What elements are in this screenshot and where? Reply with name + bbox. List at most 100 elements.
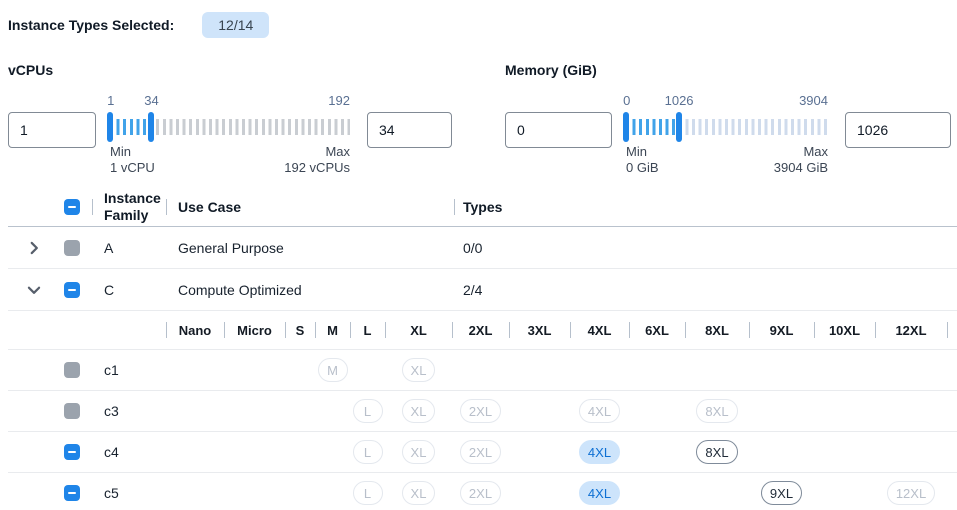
types-count: 2/4: [463, 281, 483, 298]
memory-max-caption: Max: [803, 144, 828, 159]
size-pill-c5-xl: XL: [401, 481, 436, 505]
vcpus-scale-labels: 1 34 192: [107, 92, 350, 112]
family-row-C: C Compute Optimized 2/4: [8, 269, 957, 311]
size-column-header-m: M: [315, 311, 350, 349]
size-column-header-3xl: 3XL: [509, 311, 570, 349]
memory-slider-handle-max[interactable]: [676, 112, 683, 142]
size-column-header-4xl: 4XL: [570, 311, 629, 349]
memory-min-input[interactable]: [505, 112, 612, 148]
instance-family-table: Instance Family Use Case Types A General …: [8, 188, 957, 510]
size-pill-c3-4xl: 4XL: [578, 399, 621, 423]
chevron-down-icon[interactable]: [25, 281, 43, 299]
use-case-value: General Purpose: [178, 239, 284, 256]
vcpus-scale-selected-label: 34: [144, 93, 159, 108]
size-pill-c4-4xl[interactable]: 4XL: [578, 440, 621, 464]
memory-min-caption: Min: [626, 144, 647, 159]
vcpus-max-caption-value: 192 vCPUs: [284, 160, 350, 175]
vcpus-minmax-captions: Min 1 vCPU Max 192 vCPUs: [110, 144, 350, 176]
column-header-types: Types: [454, 199, 957, 216]
memory-slider-track[interactable]: [623, 112, 828, 142]
vcpus-min-caption: Min: [110, 144, 131, 159]
size-pill-c1-xl: XL: [401, 358, 436, 382]
instance-type-name: c5: [104, 485, 119, 501]
size-pill-c3-8xl: 8XL: [696, 399, 738, 423]
indeterminate-minus-icon: [68, 451, 76, 453]
memory-selected-range-ticks: [626, 119, 680, 135]
size-column-header-8xl: 8XL: [685, 311, 749, 349]
instance-row-c3: c3 L XL 2XL 4XL 8XL: [8, 391, 957, 432]
size-column-header-xl: XL: [385, 311, 452, 349]
memory-max-caption-value: 3904 GiB: [773, 160, 828, 175]
size-pill-c4-xl: XL: [401, 440, 436, 464]
family-name: C: [104, 281, 115, 298]
vcpus-filter-title: vCPUs: [8, 62, 54, 78]
memory-filter-group: Memory (GiB) 0 1026 3904: [505, 62, 951, 176]
memory-minmax-captions: Min 0 GiB Max 3904 GiB: [626, 144, 828, 176]
vcpus-min-caption-value: 1 vCPU: [110, 160, 155, 175]
size-pill-c4-2xl: 2XL: [459, 440, 502, 464]
family-name: A: [104, 239, 114, 256]
size-column-header-micro: Micro: [224, 311, 285, 349]
memory-slider[interactable]: 0 1026 3904 Min 0 GiB: [623, 92, 828, 176]
instance-c3-checkbox: [64, 403, 80, 419]
vcpus-selected-range-ticks: [110, 119, 152, 135]
size-pill-c3-2xl: 2XL: [459, 399, 502, 423]
instance-c5-checkbox[interactable]: [64, 485, 80, 501]
instance-row-c4: c4 L XL 2XL 4XL 8XL: [8, 432, 957, 473]
types-count: 0/0: [463, 239, 483, 256]
memory-max-input[interactable]: [845, 112, 951, 148]
indeterminate-minus-icon: [68, 492, 76, 494]
indeterminate-minus-icon: [68, 206, 76, 208]
selection-summary: Instance Types Selected: 12/14: [8, 10, 957, 40]
memory-min-caption-value: 0 GiB: [626, 160, 659, 175]
size-pill-c4-8xl[interactable]: 8XL: [696, 440, 738, 464]
size-pill-c5-12xl: 12XL: [886, 481, 936, 505]
selection-count-badge: 12/14: [202, 12, 270, 38]
indeterminate-minus-icon: [68, 288, 76, 291]
use-case-value: Compute Optimized: [178, 281, 302, 298]
vcpus-slider-handle-min[interactable]: [107, 112, 113, 142]
memory-slider-handle-min[interactable]: [623, 112, 629, 142]
size-pill-c5-9xl[interactable]: 9XL: [760, 481, 803, 505]
size-pill-c5-4xl[interactable]: 4XL: [578, 481, 621, 505]
size-pill-c5-l: L: [352, 481, 383, 505]
chevron-right-icon[interactable]: [25, 239, 43, 257]
instance-row-c5: c5 L XL 2XL 4XL 9XL 12XL: [8, 473, 957, 510]
memory-scale-min-label: 0: [623, 93, 631, 108]
memory-scale-max-label: 3904: [799, 93, 828, 108]
select-all-checkbox[interactable]: [64, 199, 80, 215]
size-pill-c3-l: L: [352, 399, 383, 423]
instance-type-name: c1: [104, 362, 119, 378]
vcpus-slider-track[interactable]: [107, 112, 350, 142]
selection-summary-label: Instance Types Selected:: [8, 17, 175, 33]
size-pill-c1-m: M: [317, 358, 348, 382]
memory-filter-title: Memory (GiB): [505, 62, 597, 78]
instance-c4-checkbox[interactable]: [64, 444, 80, 460]
column-header-instance-family: Instance Family: [92, 190, 166, 224]
size-column-header-nano: Nano: [166, 311, 224, 349]
table-body: A General Purpose 0/0 C Compute Optimized 2/4…: [8, 227, 957, 510]
vcpus-slider-handle-max[interactable]: [148, 112, 155, 142]
filters-section: vCPUs 1 34 192: [8, 62, 957, 176]
vcpus-max-input[interactable]: [367, 112, 452, 148]
vcpus-track-ticks: [110, 119, 350, 135]
size-column-header-9xl: 9XL: [749, 311, 814, 349]
instance-type-name: c4: [104, 444, 119, 460]
size-pill-c3-xl: XL: [401, 399, 436, 423]
vcpus-slider[interactable]: 1 34 192 Min 1 vCPU: [107, 92, 350, 176]
memory-scale-labels: 0 1026 3904: [623, 92, 828, 112]
vcpus-max-caption: Max: [325, 144, 350, 159]
table-header-row: Instance Family Use Case Types: [8, 188, 957, 227]
column-header-use-case: Use Case: [166, 199, 454, 216]
vcpus-scale-max-label: 192: [328, 93, 350, 108]
instance-c1-checkbox: [64, 362, 80, 378]
vcpus-scale-min-label: 1: [107, 93, 115, 108]
family-row-A: A General Purpose 0/0: [8, 227, 957, 269]
size-columns-header-row: Nano Micro S M L XL 2XL 3XL 4XL 6XL 8XL 9XL 10XL 12XL: [8, 311, 957, 350]
size-pill-c5-2xl: 2XL: [459, 481, 502, 505]
size-column-header-l: L: [350, 311, 385, 349]
family-C-checkbox[interactable]: [64, 281, 80, 298]
vcpus-min-input[interactable]: [8, 112, 96, 148]
size-column-header-2xl: 2XL: [452, 311, 509, 349]
